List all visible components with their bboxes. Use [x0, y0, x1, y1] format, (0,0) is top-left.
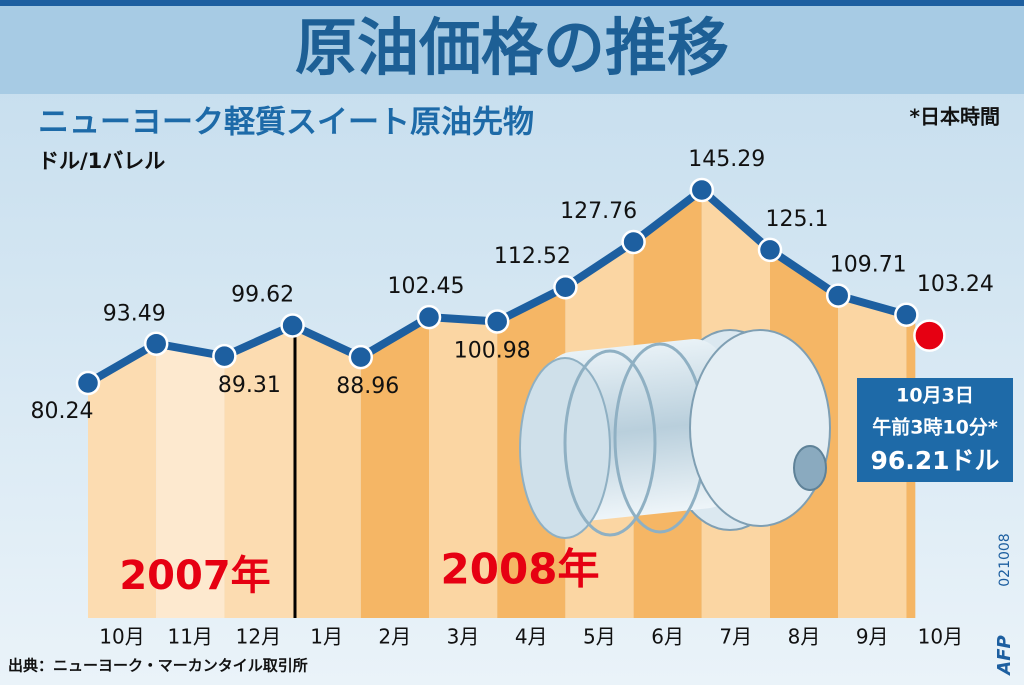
value-label: 145.29 [688, 147, 765, 172]
data-point [143, 331, 169, 356]
x-tick-label: 9月 [856, 625, 889, 649]
x-tick-label: 3月 [447, 625, 480, 649]
credit: AFP [994, 635, 1015, 676]
unit-label: ドル/1バレル [38, 149, 165, 173]
value-label: 127.76 [560, 199, 637, 224]
value-label: 99.62 [231, 283, 294, 308]
value-label: 93.49 [103, 302, 166, 327]
x-tick-label: 11月 [167, 625, 212, 649]
x-tick-label: 7月 [719, 625, 752, 649]
time-note: *日本時間 [910, 105, 1000, 129]
annotation-box [857, 378, 1013, 482]
annotation-value: 96.21ドル [870, 446, 999, 475]
data-point [825, 283, 851, 308]
title-band [0, 6, 1024, 94]
barrel-illustration [519, 329, 831, 539]
value-label: 103.24 [917, 272, 994, 297]
data-point [689, 177, 715, 203]
value-label: 109.71 [830, 253, 907, 278]
source: 出典：ニューヨーク・マーカンタイル取引所 [8, 657, 308, 675]
top-rule [0, 0, 1024, 6]
code: 021008 [997, 533, 1013, 586]
latest-point [913, 319, 946, 352]
value-label: 112.52 [494, 244, 571, 269]
data-point [416, 304, 442, 330]
data-point [484, 309, 510, 334]
data-point [212, 343, 237, 369]
x-tick-label: 10月 [99, 625, 144, 649]
chart-subtitle: ニューヨーク軽質スイート原油先物 [38, 105, 534, 141]
value-label: 80.24 [31, 399, 94, 424]
value-label: 100.98 [454, 338, 531, 363]
data-point [280, 313, 305, 338]
x-tick-label: 10月 [918, 625, 963, 649]
x-tick-label: 8月 [788, 625, 821, 649]
value-label: 102.45 [388, 274, 465, 299]
year-label: 2007年 [119, 553, 270, 599]
data-point [621, 229, 646, 255]
x-tick-label: 1月 [310, 625, 343, 649]
annotation-time: 午前3時10分* [872, 416, 998, 439]
data-point [75, 370, 101, 396]
chart-title: 原油価格の推移 [295, 11, 729, 84]
annotation-date: 10月3日 [896, 385, 974, 407]
value-label: 88.96 [336, 374, 399, 399]
x-tick-label: 12月 [236, 625, 281, 649]
data-point [348, 344, 374, 370]
x-tick-label: 2月 [378, 625, 411, 649]
x-tick-label: 4月 [515, 625, 548, 649]
data-point [553, 274, 578, 300]
x-tick-label: 6月 [651, 625, 684, 649]
value-label: 125.1 [766, 207, 829, 232]
data-point [757, 237, 783, 263]
x-tick-label: 5月 [583, 625, 616, 649]
data-point [894, 302, 919, 328]
year-label: 2008年 [441, 545, 600, 594]
value-label: 89.31 [218, 373, 281, 398]
